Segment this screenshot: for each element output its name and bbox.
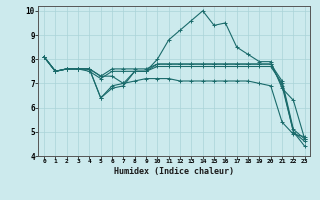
X-axis label: Humidex (Indice chaleur): Humidex (Indice chaleur) [115,167,234,176]
